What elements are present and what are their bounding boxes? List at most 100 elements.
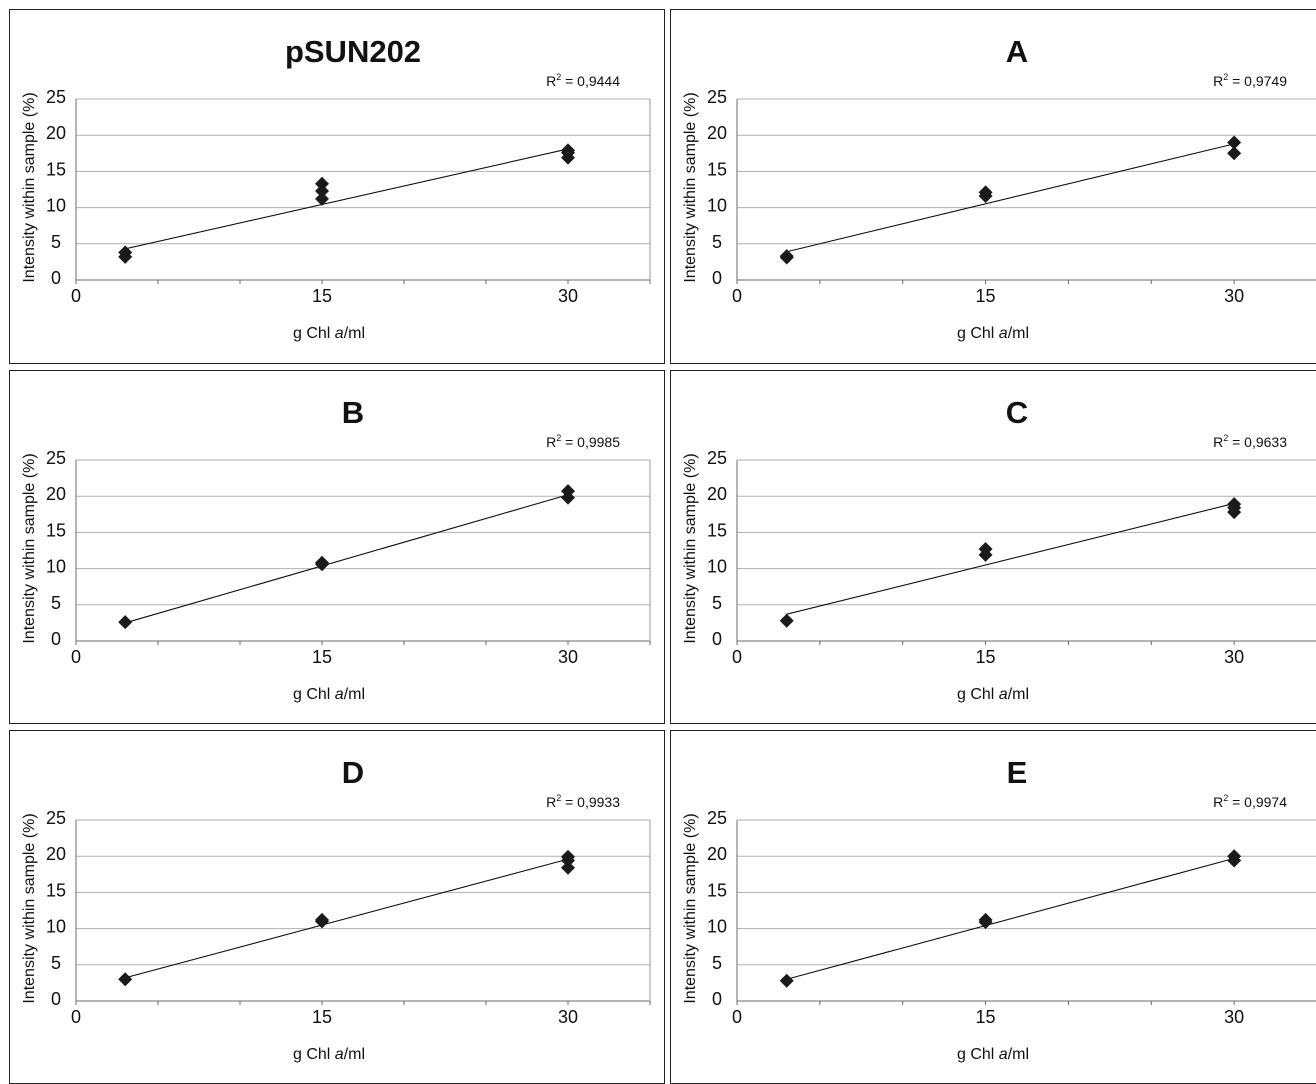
x-axis-title-suffix: /ml	[1008, 325, 1029, 342]
r-squared-symbol: R	[1213, 73, 1223, 89]
data-point	[779, 249, 794, 264]
data-point	[779, 973, 794, 988]
y-tick-label: 0	[51, 629, 61, 649]
r-squared-value: = 0,9444	[561, 73, 620, 89]
data-point	[978, 912, 993, 927]
x-tick-label: 15	[312, 286, 332, 306]
y-tick-label: 10	[707, 917, 727, 937]
data-point	[315, 183, 329, 198]
data-point	[1227, 146, 1242, 161]
y-tick-label: 25	[707, 808, 727, 828]
x-axis-title-suffix: /ml	[344, 1046, 365, 1063]
y-tick-label: 0	[712, 989, 722, 1009]
x-axis-title-italic: a	[335, 325, 344, 342]
data-point	[315, 912, 329, 927]
x-axis-title-italic: a	[999, 686, 1008, 703]
x-tick-label: 15	[976, 286, 996, 306]
y-tick-label: 15	[707, 159, 727, 179]
y-tick-label: 5	[51, 593, 61, 613]
y-tick-label: 5	[51, 953, 61, 973]
r-squared-exponent: 2	[1223, 433, 1228, 443]
r-squared-exponent: 2	[1223, 72, 1228, 82]
y-tick-label: 15	[46, 159, 66, 179]
chart-title: C	[1006, 395, 1028, 430]
x-axis-title-prefix: g Chl	[293, 686, 335, 703]
y-tick-label: 0	[51, 989, 61, 1009]
x-axis-title-italic: a	[335, 686, 344, 703]
y-tick-label: 10	[707, 557, 727, 577]
x-tick-label: 0	[71, 1007, 81, 1027]
y-tick-label: 20	[46, 123, 66, 143]
y-tick-label: 5	[51, 232, 61, 252]
data-point	[118, 245, 133, 260]
x-axis-title-suffix: /ml	[344, 325, 365, 342]
x-tick-label: 0	[732, 647, 742, 667]
y-tick-label: 20	[46, 484, 66, 504]
chart-panel: 0 5 10 15 20 25 0 15 30 D R2 = 0,9933 Intensity wit…	[9, 730, 665, 1084]
chart-panel: 0 5 10 15 20 25 0 15 30 pSUN202 R2 = 0,9444 Intensi…	[9, 9, 665, 364]
r-squared-symbol: R	[546, 73, 556, 89]
y-tick-label: 20	[707, 123, 727, 143]
trendline	[125, 148, 569, 250]
r-squared-label: R2 = 0,9985	[546, 433, 620, 450]
x-axis-title-italic: a	[999, 325, 1008, 342]
y-tick-label: 5	[712, 232, 722, 252]
x-axis-title-italic: a	[999, 1046, 1008, 1063]
r-squared-label: R2 = 0,9974	[1213, 793, 1287, 810]
r-squared-exponent: 2	[556, 72, 561, 82]
y-tick-label: 20	[707, 844, 727, 864]
r-squared-exponent: 2	[556, 433, 561, 443]
y-axis-title: Intensity within sample (%)	[682, 453, 699, 643]
x-axis-title-prefix: g Chl	[957, 1046, 999, 1063]
x-tick-label: 0	[732, 1007, 742, 1027]
trendline	[786, 857, 1235, 980]
x-tick-label: 30	[1224, 286, 1244, 306]
trendline	[125, 494, 569, 624]
y-axis-title: Intensity within sample (%)	[21, 453, 38, 643]
data-point	[779, 613, 794, 628]
y-tick-label: 10	[46, 196, 66, 216]
chart-title: D	[342, 755, 364, 790]
data-point	[1227, 849, 1242, 864]
r-squared-value: = 0,9974	[1228, 794, 1287, 810]
x-tick-label: 30	[558, 1007, 578, 1027]
data-point	[118, 972, 133, 987]
x-tick-label: 15	[312, 647, 332, 667]
r-squared-exponent: 2	[556, 793, 561, 803]
x-tick-label: 0	[71, 286, 81, 306]
x-axis-title-prefix: g Chl	[957, 686, 999, 703]
chart-panel: 0 5 10 15 20 25 0 15 30 E R2 = 0,9974 Intensity wit…	[670, 730, 1316, 1084]
data-point	[315, 555, 329, 570]
data-point	[978, 185, 993, 200]
y-tick-label: 25	[46, 448, 66, 468]
y-tick-label: 20	[707, 484, 727, 504]
r-squared-exponent: 2	[1223, 793, 1228, 803]
chart-panel: 0 5 10 15 20 25 0 15 30 B R2 = 0,9985 Intensity wit…	[9, 370, 665, 724]
y-tick-label: 10	[46, 917, 66, 937]
data-point	[561, 143, 575, 158]
scatter-chart: 0 5 10 15 20 25 0 15 30 pSUN202 R2 = 0,9444 Intensi…	[21, 34, 651, 342]
r-squared-symbol: R	[546, 434, 556, 450]
r-squared-symbol: R	[1213, 794, 1223, 810]
chart-title: B	[342, 395, 364, 430]
scatter-chart: 0 5 10 15 20 25 0 15 30 B R2 = 0,9985 Intensity wit…	[21, 395, 651, 703]
x-tick-label: 15	[312, 1007, 332, 1027]
x-axis-title: g Chl a/ml	[293, 325, 365, 342]
r-squared-label: R2 = 0,9444	[546, 72, 620, 89]
r-squared-symbol: R	[1213, 434, 1223, 450]
y-tick-label: 20	[46, 844, 66, 864]
r-squared-label: R2 = 0,9633	[1213, 433, 1287, 450]
x-tick-label: 0	[732, 286, 742, 306]
data-point	[118, 615, 133, 630]
data-point	[1227, 497, 1242, 512]
y-tick-label: 25	[46, 808, 66, 828]
y-tick-label: 0	[712, 629, 722, 649]
y-tick-label: 25	[46, 87, 66, 107]
y-tick-label: 25	[707, 87, 727, 107]
scatter-chart: 0 5 10 15 20 25 0 15 30 D R2 = 0,9933 Intensity wit…	[21, 755, 651, 1063]
x-tick-label: 30	[558, 647, 578, 667]
y-axis-title: Intensity within sample (%)	[682, 92, 699, 282]
chart-title: A	[1006, 34, 1028, 69]
y-tick-label: 15	[707, 520, 727, 540]
